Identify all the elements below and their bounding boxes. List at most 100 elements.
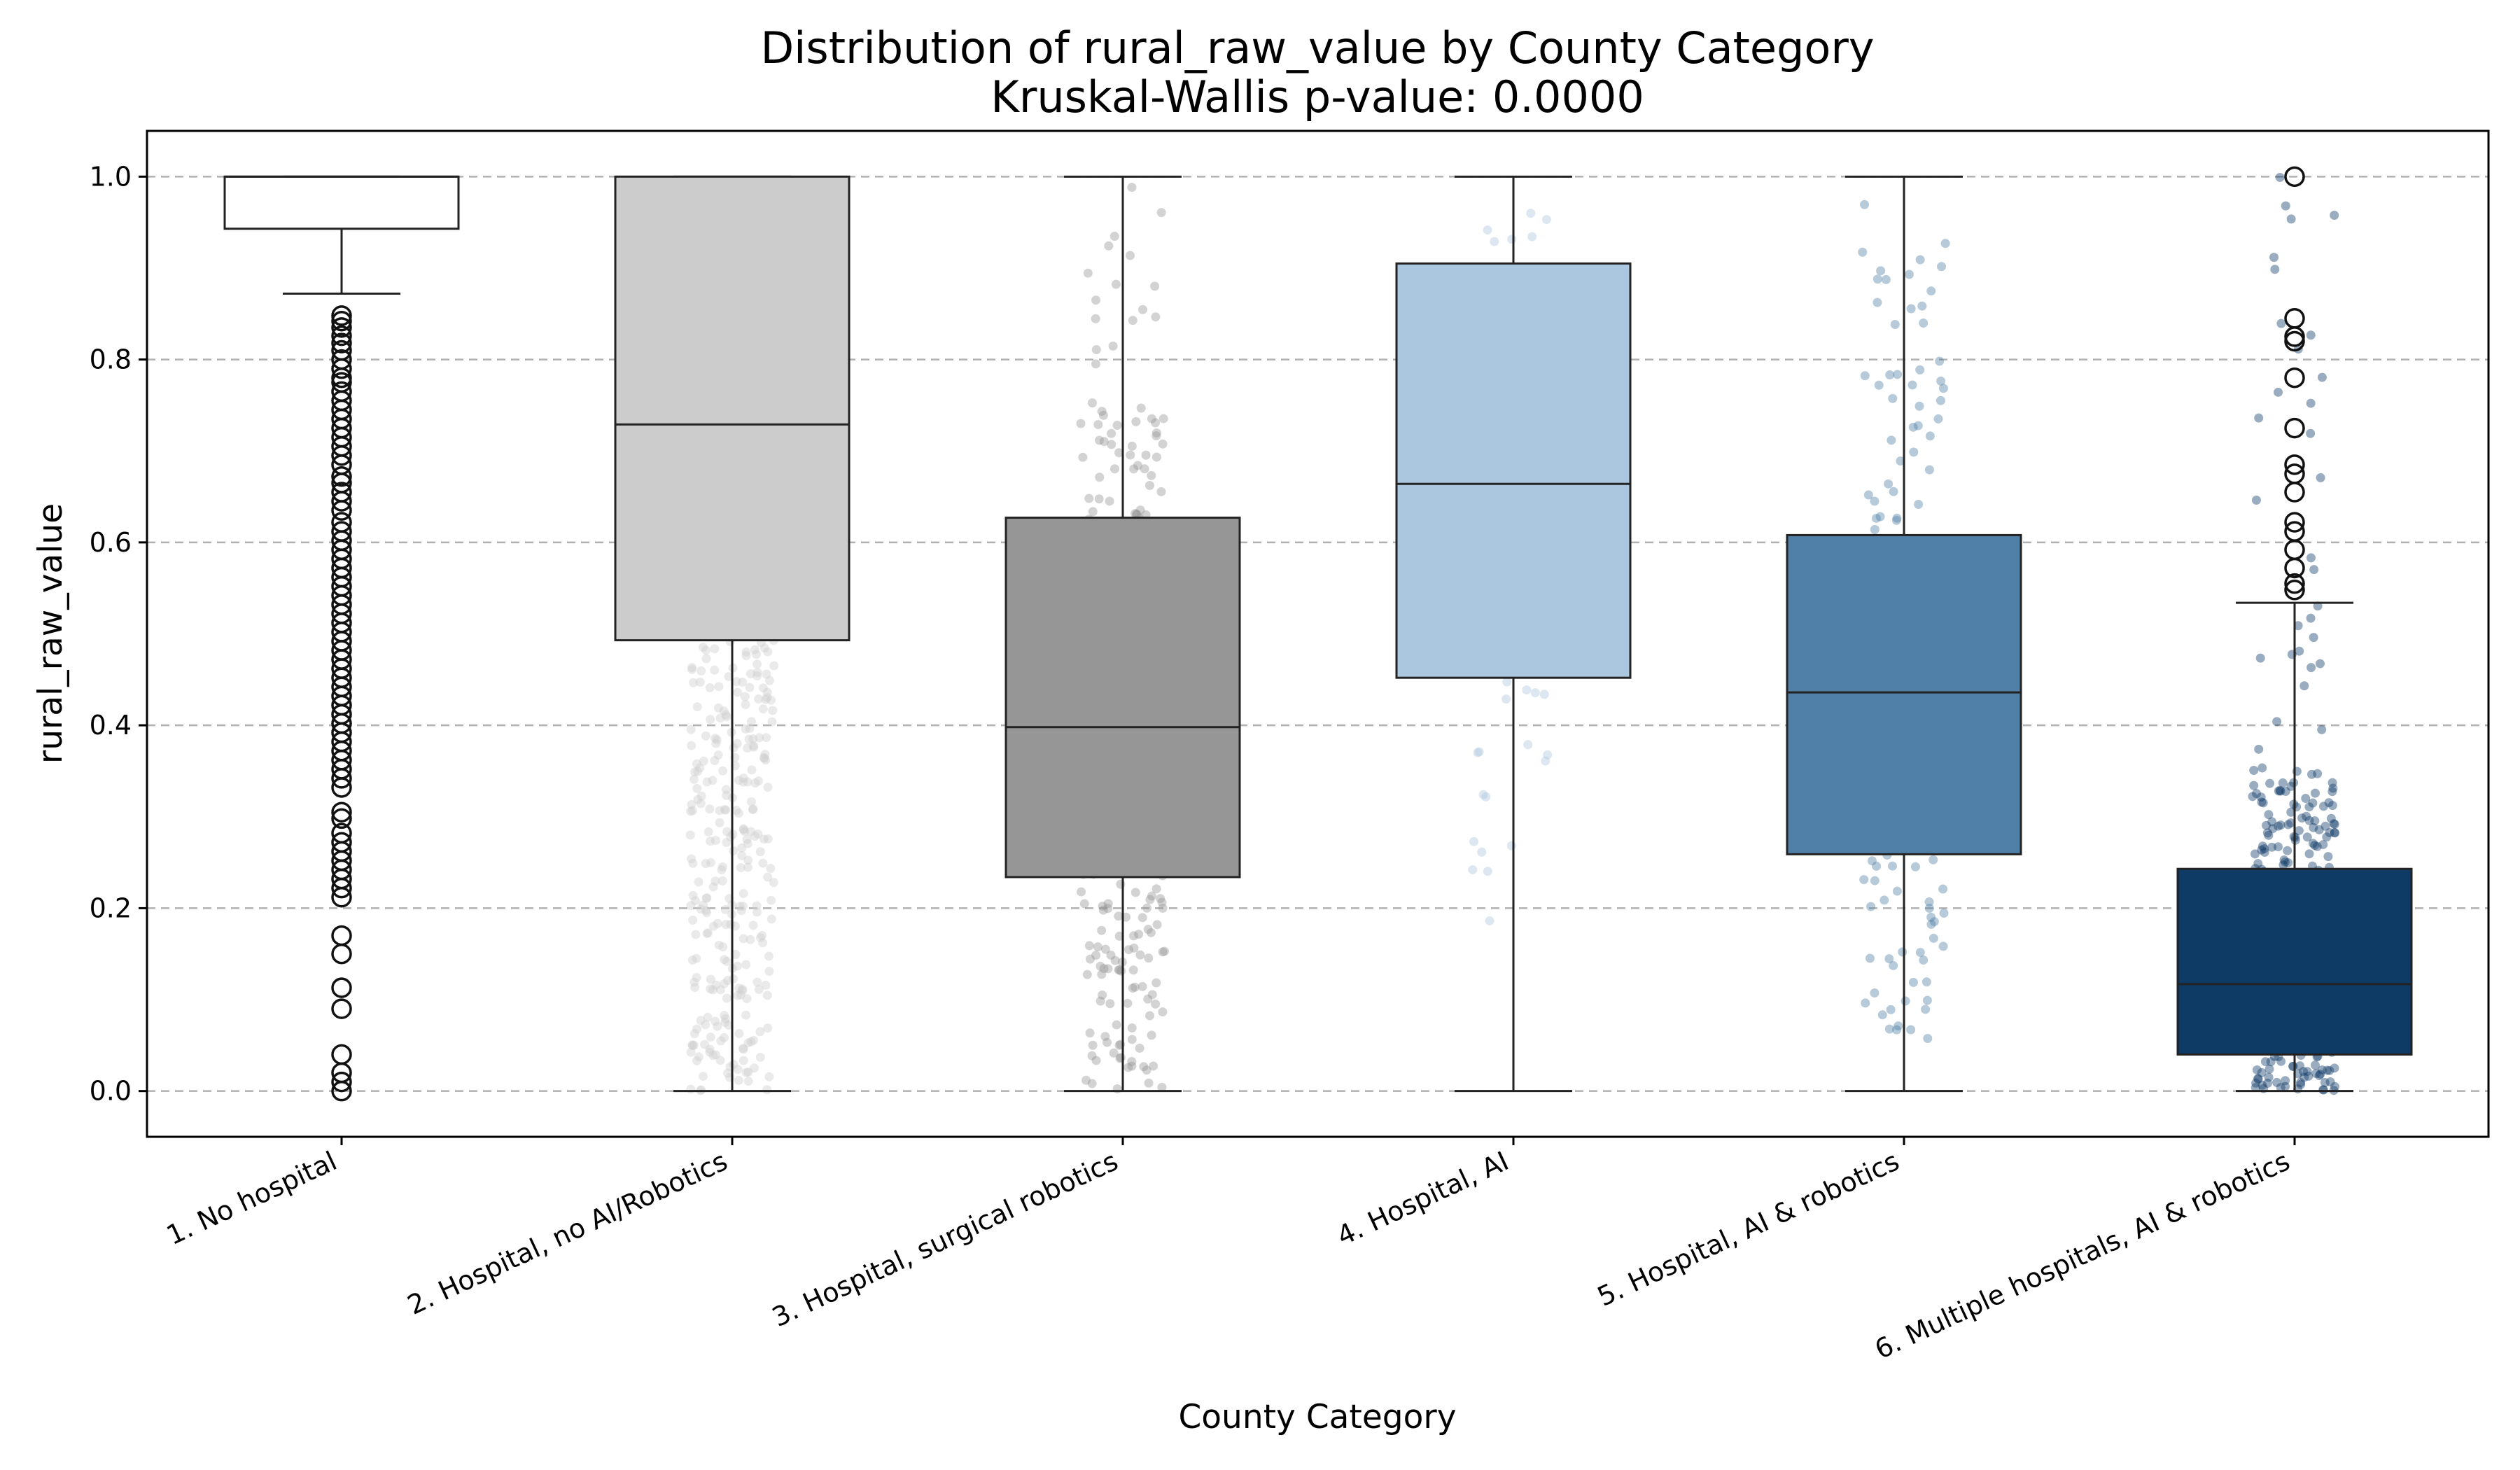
strip-point (1939, 909, 1949, 918)
strip-point (738, 824, 748, 834)
strip-point (736, 990, 746, 1000)
strip-point (735, 902, 745, 911)
strip-point (2276, 1056, 2286, 1066)
strip-point (2276, 318, 2286, 328)
strip-point (733, 1065, 743, 1074)
strip-point (1858, 247, 1868, 257)
strip-point (762, 733, 771, 743)
strip-point (691, 930, 701, 939)
strip-point (722, 790, 732, 800)
strip-point (2256, 792, 2266, 802)
strip-point (689, 1040, 699, 1050)
strip-point (760, 643, 769, 653)
strip-point (1158, 414, 1168, 424)
strip-point (2317, 1065, 2327, 1075)
strip-point (1135, 950, 1145, 960)
y-axis-label: rural_raw_value (31, 503, 70, 764)
strip-point (1875, 512, 1885, 522)
strip-point (766, 864, 776, 874)
strip-point (1938, 884, 1948, 894)
strip-point (2249, 780, 2259, 790)
strip-point (686, 901, 696, 911)
strip-point (1904, 270, 1914, 279)
strip-point (1908, 422, 1918, 432)
strip-point (718, 942, 728, 952)
strip-point (1502, 677, 1512, 687)
strip-point (714, 940, 724, 950)
strip-point (741, 651, 751, 661)
strip-point (1142, 903, 1152, 913)
strip-point (701, 731, 710, 741)
strip-point (2328, 787, 2337, 797)
strip-point (1157, 1082, 1167, 1092)
strip-point (2286, 781, 2296, 791)
strip-point (1892, 513, 1902, 523)
strip-point (732, 738, 742, 748)
strip-point (686, 724, 696, 734)
strip-point (2272, 717, 2282, 727)
strip-point (1892, 886, 1902, 896)
strip-point (706, 836, 715, 846)
strip-point (1076, 419, 1086, 428)
strip-point (752, 671, 762, 680)
strip-point (1928, 855, 1938, 864)
outlier-point (331, 977, 352, 998)
strip-point (2306, 428, 2316, 438)
strip-point (1928, 933, 1938, 943)
strip-point (1091, 295, 1101, 305)
strip-point (1112, 1020, 1121, 1030)
strip-point (1543, 750, 1553, 760)
strip-point (1481, 792, 1491, 802)
strip-point (1103, 904, 1113, 913)
strip-point (690, 983, 700, 993)
strip-point (690, 896, 700, 906)
strip-point (2308, 798, 2318, 808)
strip-point (746, 717, 756, 727)
strip-point (1158, 439, 1168, 449)
strip-point (701, 1020, 710, 1030)
strip-point (754, 776, 764, 786)
strip-point (722, 785, 732, 794)
outlier-point (2284, 580, 2305, 601)
strip-point (1107, 440, 1116, 449)
strip-point (719, 1032, 729, 1042)
outlier-point (331, 332, 352, 354)
strip-point (1124, 945, 1134, 955)
strip-point (754, 985, 764, 995)
strip-point (718, 862, 727, 872)
strip-point (1144, 953, 1154, 963)
strip-point (2330, 1063, 2339, 1073)
strip-point (732, 961, 742, 971)
strip-point (713, 1021, 722, 1031)
strip-point (757, 931, 767, 941)
strip-point (1093, 420, 1103, 430)
strip-point (692, 702, 702, 712)
strip-point (2314, 1071, 2324, 1081)
strip-point (693, 766, 703, 776)
strip-point (708, 1051, 718, 1060)
strip-point (1129, 464, 1139, 474)
strip-point (710, 1050, 720, 1060)
strip-point (688, 916, 698, 925)
outlier-point (2284, 512, 2305, 533)
strip-point (1474, 747, 1484, 757)
strip-point (720, 1011, 729, 1021)
strip-point (749, 1063, 759, 1073)
strip-point (734, 1075, 743, 1085)
strip-point (1079, 899, 1089, 909)
strip-point (2255, 653, 2265, 663)
strip-point (1924, 465, 1934, 475)
strip-point (2306, 553, 2316, 563)
strip-point (763, 783, 773, 792)
strip-point (1906, 1025, 1916, 1035)
strip-point (2276, 786, 2286, 796)
strip-point (2323, 852, 2333, 862)
strip-point (1896, 456, 1905, 466)
strip-point (2267, 842, 2277, 852)
strip-point (715, 806, 724, 816)
strip-point (701, 654, 711, 664)
strip-point (1865, 953, 1875, 963)
strip-point (743, 777, 752, 787)
strip-point (1098, 905, 1108, 915)
strip-point (2316, 472, 2325, 482)
